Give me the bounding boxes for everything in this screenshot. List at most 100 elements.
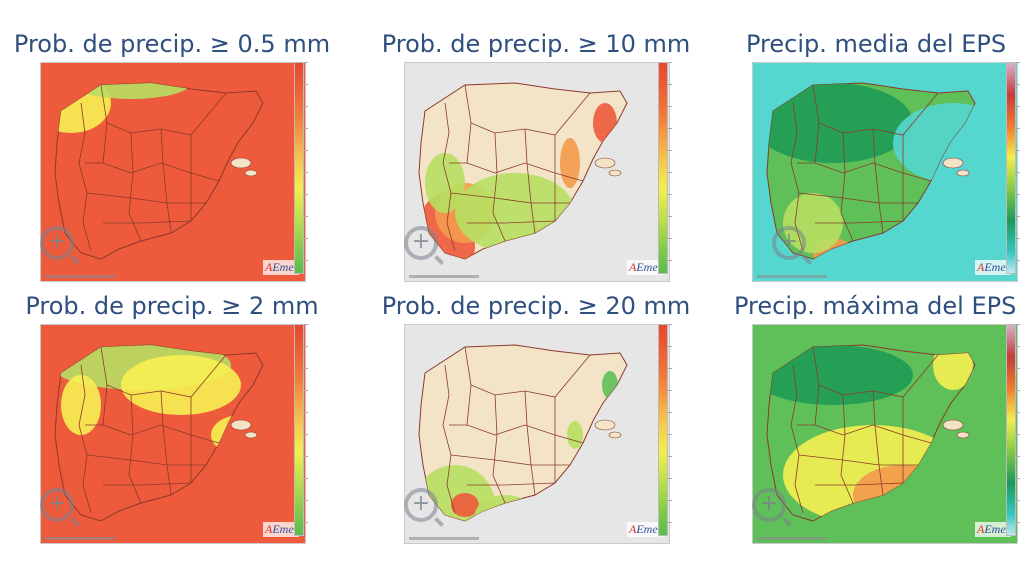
panel-title: Prob. de precip. ≥ 0.5 mm [13, 30, 331, 58]
colorbar-tick [304, 216, 308, 238]
province-border [128, 394, 142, 504]
province-border [815, 482, 904, 486]
colorbar-tick [668, 346, 672, 368]
map-svg [753, 325, 1017, 543]
province-border [814, 384, 932, 444]
colorbar-tick [304, 194, 308, 216]
colorbar-tick [668, 500, 672, 522]
precipitation-colorbar [1006, 62, 1016, 274]
province-border [524, 128, 536, 234]
colorbar-ticks [1016, 62, 1024, 272]
province-border [128, 132, 142, 242]
colorbar-tick [1016, 522, 1020, 544]
colorbar-tick [304, 390, 308, 412]
colorbar-tick [1016, 216, 1020, 238]
island [942, 419, 964, 431]
colorbar-tick [668, 150, 672, 172]
map-svg [405, 325, 669, 543]
colorbar-tick [1016, 172, 1020, 194]
colorbar-tick [668, 390, 672, 412]
panel-title: Precip. media del EPS [746, 30, 1007, 58]
colorbar-tick [1016, 128, 1020, 150]
colorbar-tick [1016, 194, 1020, 216]
province-border [450, 454, 570, 466]
colorbar-tick [1016, 500, 1020, 522]
island [594, 419, 616, 431]
map-precip-maxima[interactable]: AEmet [752, 324, 1018, 544]
zoom-in-icon[interactable]: + [404, 226, 438, 260]
island [956, 431, 970, 439]
credit-line [409, 537, 479, 540]
colorbar-tick [304, 172, 308, 194]
zoom-in-icon[interactable]: + [752, 488, 786, 522]
colorbar-ticks [1016, 324, 1024, 534]
province-border [464, 346, 591, 398]
colorbar-tick [1016, 260, 1020, 282]
colorbar-ticks [304, 324, 318, 534]
precip-area [121, 355, 241, 415]
colorbar-tick [1016, 62, 1020, 84]
colorbar-tick [304, 84, 308, 106]
logo-letter: A [977, 260, 985, 274]
precip-area [451, 493, 479, 517]
credit-line [757, 275, 827, 278]
precip-area [767, 345, 913, 405]
province-border [100, 346, 227, 398]
map-svg [753, 63, 1017, 281]
zoom-in-icon[interactable]: + [404, 488, 438, 522]
colorbar-tick [304, 478, 308, 500]
map-prob-2mm[interactable]: AEmet [40, 324, 306, 544]
colorbar-tick [1016, 84, 1020, 106]
zoom-in-icon[interactable]: + [772, 226, 806, 260]
logo-letter: A [977, 522, 985, 536]
aemet-logo: AEmet [263, 260, 299, 275]
province-border [450, 192, 570, 204]
map-prob-20mm[interactable]: AEmet [404, 324, 670, 544]
map-prob-05mm[interactable]: AEmet [40, 62, 306, 282]
probability-colorbar [294, 62, 304, 274]
colorbar-tick [668, 368, 672, 390]
logo-letter: A [265, 260, 273, 274]
colorbar-ticks [668, 324, 682, 534]
panel-title: Prob. de precip. ≥ 20 mm [381, 292, 691, 320]
province-border [102, 122, 220, 182]
panel-title: Prob. de precip. ≥ 10 mm [381, 30, 691, 58]
province-border [78, 364, 92, 514]
island [244, 431, 258, 439]
colorbar-tick [304, 238, 308, 260]
zoom-in-icon[interactable]: + [40, 226, 74, 260]
colorbar-tick [304, 368, 308, 390]
map-svg [405, 63, 669, 281]
aemet-logo: AEmet [627, 260, 663, 275]
colorbar-tick [668, 456, 672, 478]
province-border [464, 84, 591, 136]
logo-letter: A [265, 522, 273, 536]
province-border [86, 454, 206, 466]
panel-title: Precip. máxima del EPS [734, 292, 1017, 320]
colorbar-tick [1016, 390, 1020, 412]
map-svg [41, 63, 305, 281]
map-prob-10mm[interactable]: AEmet [404, 62, 670, 282]
probability-colorbar [294, 324, 304, 536]
island [942, 157, 964, 169]
province-border [815, 220, 904, 224]
logo-text: Emet [984, 522, 1009, 536]
island [956, 169, 970, 177]
colorbar-tick [304, 62, 308, 84]
province-border [466, 122, 584, 182]
island [608, 169, 622, 177]
colorbar-tick [1016, 346, 1020, 368]
panel-title: Prob. de precip. ≥ 2 mm [25, 292, 319, 320]
province-border [86, 192, 206, 204]
province-border [160, 128, 172, 234]
zoom-in-icon[interactable]: + [40, 488, 74, 522]
colorbar-tick [304, 324, 308, 346]
logo-text: Emet [636, 522, 661, 536]
province-border [872, 390, 884, 496]
island [230, 157, 252, 169]
province-border [790, 364, 804, 514]
province-border [103, 220, 192, 224]
province-border [102, 384, 220, 444]
colorbar-tick [1016, 324, 1020, 346]
province-border [103, 482, 192, 486]
